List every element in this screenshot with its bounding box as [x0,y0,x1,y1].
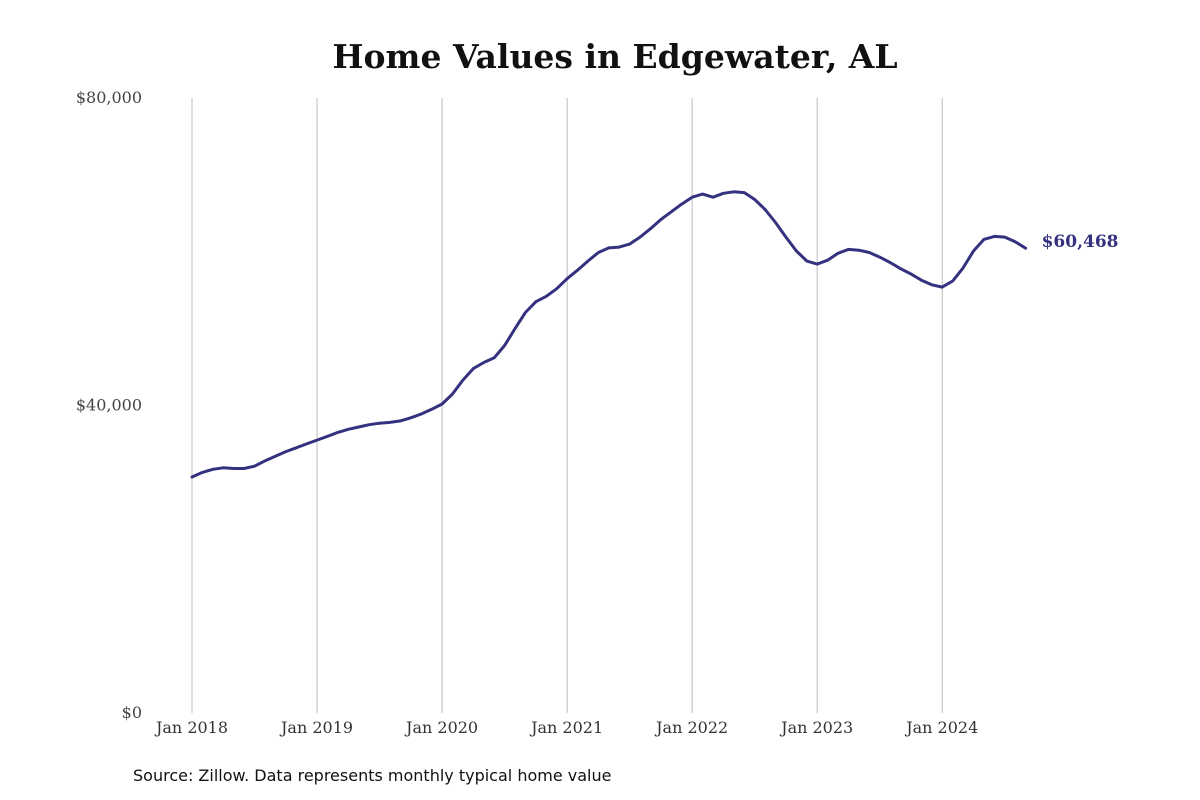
x-tick-label: Jan 2024 [904,718,978,737]
x-tick-label: Jan 2021 [529,718,603,737]
chart-title: Home Values in Edgewater, AL [332,37,897,76]
x-axis: Jan 2018 Jan 2019 Jan 2020 Jan 2021 Jan 2022… [154,718,978,737]
y-axis: $0 $40,000 $80,000 [76,88,142,722]
x-tick-label: Jan 2020 [404,718,478,737]
x-tick-label: Jan 2019 [279,718,353,737]
end-value-label: $60,468 [1042,232,1119,252]
x-tick-label: Jan 2018 [154,718,228,737]
y-tick-label: $0 [122,703,142,722]
gridlines [191,98,943,713]
x-tick-label: Jan 2022 [654,718,728,737]
source-note: Source: Zillow. Data represents monthly … [133,766,611,785]
y-tick-label: $40,000 [76,396,142,415]
x-tick-label: Jan 2023 [779,718,853,737]
y-tick-label: $80,000 [76,88,142,107]
series-line [190,190,1028,479]
